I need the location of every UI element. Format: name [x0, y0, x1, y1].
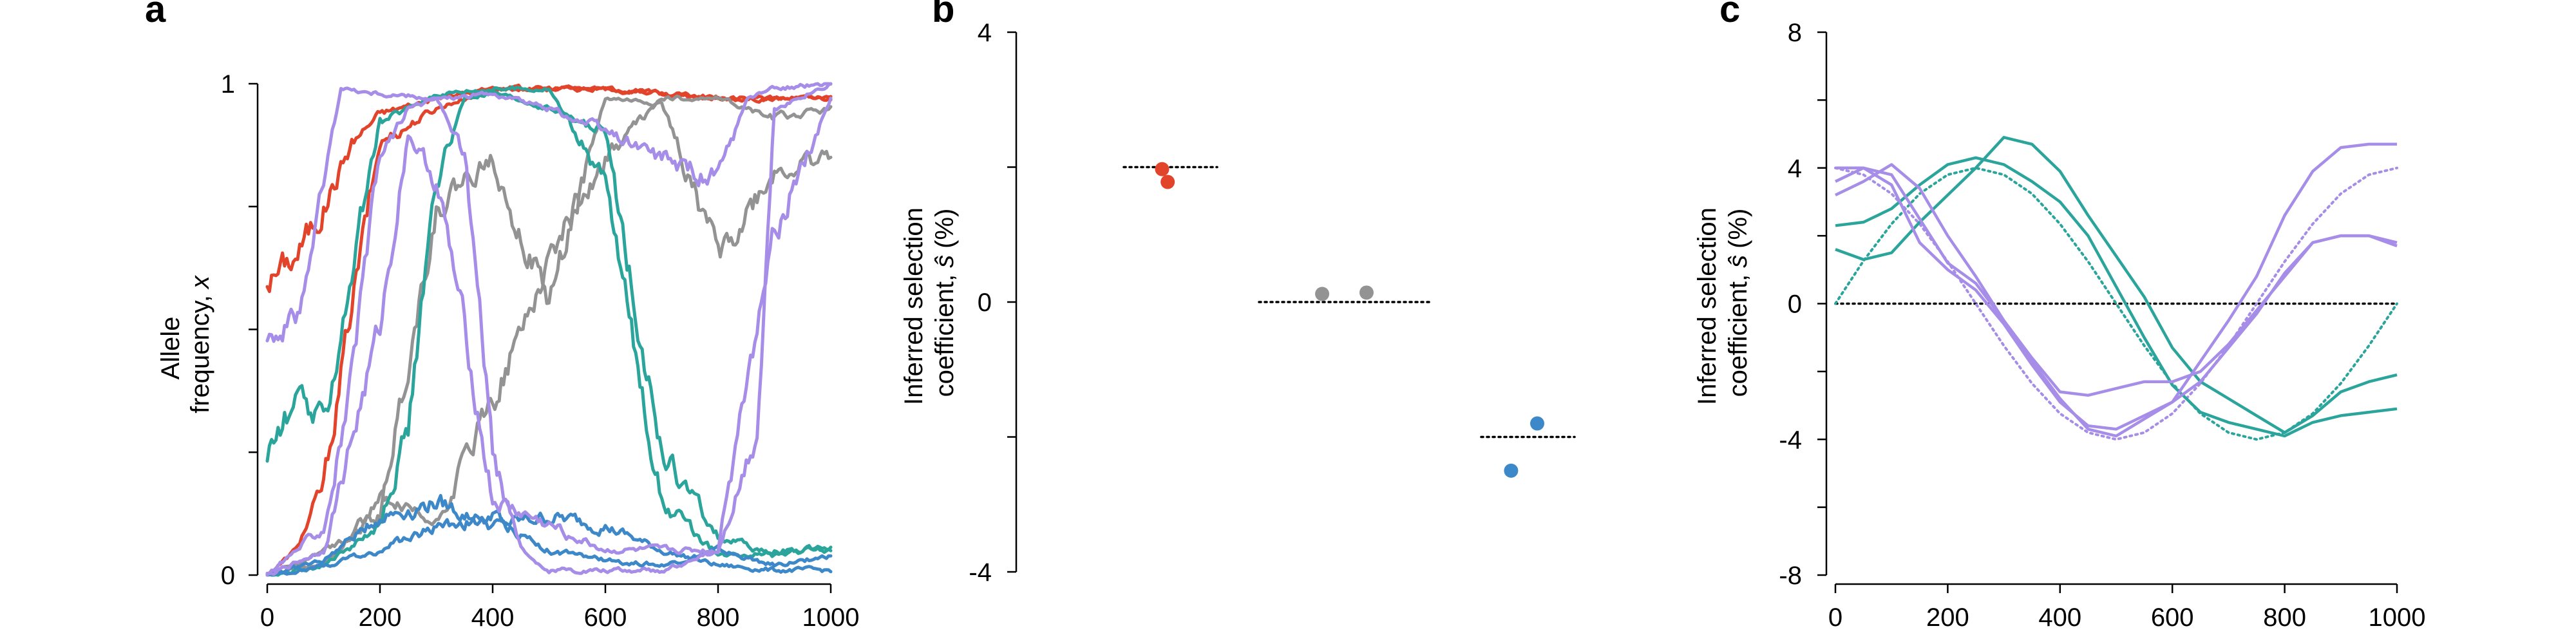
panel-c: c Inferred selection coefficient, ŝ (%) -8…: [1693, 0, 2425, 632]
inferred-selection-curve-teal: [1835, 156, 2398, 438]
inferred-point-blue: [1530, 416, 1544, 431]
panel-c-x-tick-label: 800: [2263, 603, 2306, 632]
panel-a-x-tick-label: 800: [697, 603, 740, 632]
allele-trajectory-gray: [265, 94, 833, 576]
panel-b-ylabel-var: ŝ: [931, 255, 959, 268]
panel-a-y-tick-label: 1: [221, 70, 235, 99]
inferred-point-red: [1155, 162, 1170, 176]
panel-a-ylabel: Allele frequency, x: [156, 274, 214, 413]
panel-c-y-tick-label: 4: [1788, 155, 1802, 183]
panel-a-ylabel-var: x: [186, 274, 214, 290]
panel-b-points: [1122, 162, 1576, 478]
allele-trajectory-red: [265, 83, 833, 576]
panel-c-y-tick-label: -4: [1779, 426, 1802, 454]
panel-c-x-tick-label: 1000: [2369, 603, 2426, 632]
allele-trajectory-teal: [265, 90, 833, 577]
panel-letter-a: a: [145, 0, 166, 30]
panel-c-ylabel: Inferred selection coefficient, ŝ (%): [1693, 200, 1752, 405]
panel-b-ylabel-unit: (%): [931, 209, 959, 249]
panel-c-y-tick-label: -8: [1779, 562, 1802, 590]
panel-a-x-tick-label: 0: [260, 603, 274, 632]
panel-b: b Inferred selection coefficient, ŝ (%) -4…: [900, 0, 1576, 587]
panel-b-y-tick-label: 4: [978, 19, 992, 47]
panel-a-ylabel-line1: Allele: [156, 317, 185, 380]
allele-trajectory-purple: [265, 82, 833, 577]
panel-b-y-tick-label: 0: [978, 289, 992, 317]
panel-b-ylabel-line2: coefficient,: [931, 274, 959, 397]
inferred-selection-curve-purple: [1835, 142, 2397, 438]
panel-c-ylabel-unit: (%): [1724, 209, 1752, 249]
panel-letter-b: b: [932, 0, 954, 30]
allele-trajectory-red: [265, 84, 833, 294]
panel-a-series: [265, 82, 833, 577]
inferred-point-red: [1160, 175, 1175, 189]
panel-a-ylabel-line2: frequency,: [186, 295, 214, 413]
inferred-selection-curve-purple: [1835, 166, 2398, 431]
panel-a-x-tick-label: 200: [359, 603, 402, 632]
panel-a-x-tick-label: 400: [471, 603, 515, 632]
panel-c-x-tick-label: 0: [1828, 603, 1842, 632]
panel-b-axes: -4 0 4: [969, 19, 1018, 587]
panel-b-ylabel: Inferred selection coefficient, ŝ (%): [900, 200, 959, 405]
panel-b-y-tick-label: -4: [969, 558, 992, 587]
panel-c-series: [1834, 136, 2398, 441]
panel-c-ylabel-line2: coefficient,: [1724, 274, 1752, 397]
allele-trajectory-blue: [265, 509, 833, 577]
inferred-point-gray: [1315, 287, 1330, 301]
panel-b-ylabel-line1: Inferred selection: [900, 207, 928, 405]
panel-a: a Allele frequency, x 0 1 0 200 400 600 800 1000: [145, 0, 859, 632]
allele-trajectory-purple: [265, 82, 833, 576]
inferred-selection-curve-purple: [1835, 163, 2398, 397]
panel-a-x-tick-label: 600: [584, 603, 627, 632]
panel-c-x-tick-label: 400: [2038, 603, 2081, 632]
panel-a-y-tick-label: 0: [221, 562, 235, 590]
panel-c-x-tick-label: 200: [1926, 603, 1969, 632]
true-selection-curve-purple: [1834, 166, 2398, 441]
inferred-point-gray: [1359, 285, 1374, 300]
inferred-selection-curve-teal: [1835, 136, 2398, 434]
panel-a-axes: 0 1 0 200 400 600 800 1000: [221, 70, 860, 632]
panel-c-axes: -8 -4 0 4 8 0 200 400 600 800 1000: [1779, 19, 2425, 632]
panel-letter-c: c: [1719, 0, 1740, 30]
allele-trajectory-purple: [265, 86, 833, 575]
allele-trajectory-gray: [265, 96, 833, 577]
panel-c-x-tick-label: 600: [2151, 603, 2194, 632]
panel-c-y-tick-label: 8: [1788, 19, 1802, 47]
inferred-point-blue: [1504, 463, 1519, 478]
panel-a-x-tick-label: 1000: [802, 603, 860, 632]
panel-c-ylabel-line1: Inferred selection: [1693, 207, 1721, 405]
panel-c-ylabel-var: ŝ: [1724, 255, 1752, 268]
panel-c-y-tick-label: 0: [1788, 290, 1802, 319]
